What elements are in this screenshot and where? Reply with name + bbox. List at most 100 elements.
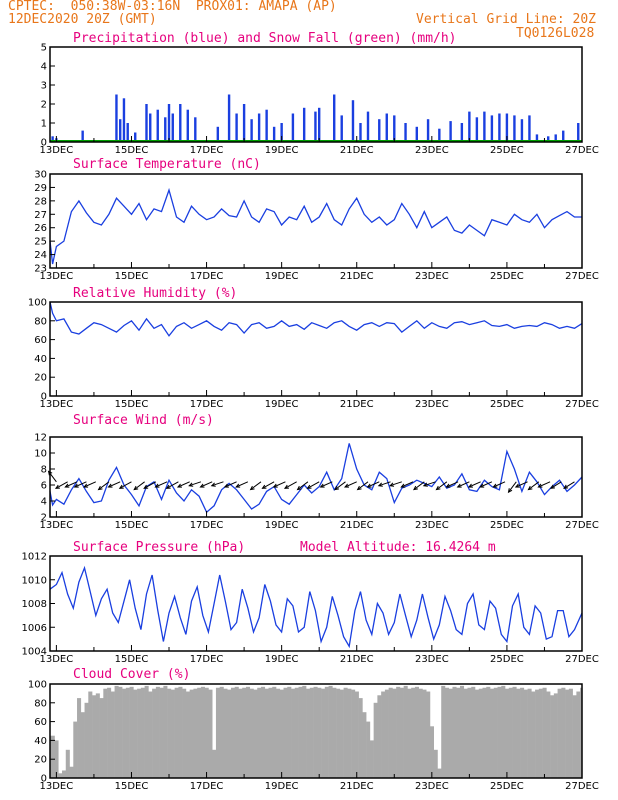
y-tick-label: 80 xyxy=(34,698,47,709)
cloud-bar xyxy=(92,695,97,778)
series-line xyxy=(49,565,583,649)
precip-bar xyxy=(119,119,122,142)
wind-arrow xyxy=(119,481,132,489)
precip-bar xyxy=(194,117,197,142)
panel-title: Surface Pressure (hPa) xyxy=(73,540,245,555)
cloud-bar xyxy=(245,686,251,778)
cloud-bar xyxy=(328,685,333,778)
wind-arrow xyxy=(423,481,436,487)
cloud-bar xyxy=(219,686,224,778)
x-tick-label: 25DEC xyxy=(490,520,524,531)
wind-arrow xyxy=(538,481,551,488)
precip-bar xyxy=(227,94,231,142)
panel-2 xyxy=(49,173,583,269)
y-tick-label: 0 xyxy=(41,774,47,785)
wind-arrow xyxy=(401,481,414,488)
wind-arrow-head xyxy=(154,483,160,488)
wind-arrow xyxy=(133,481,145,491)
cloud-bar xyxy=(197,687,202,778)
cloud-bar xyxy=(354,691,359,778)
precip-bar xyxy=(115,94,118,142)
wind-arrow xyxy=(334,481,346,491)
precip-bar xyxy=(505,113,509,142)
cloud-bar xyxy=(54,740,59,778)
cloud-bar xyxy=(422,689,427,778)
cloud-bar xyxy=(324,686,329,778)
cloud-bar xyxy=(493,687,498,778)
precip-bar xyxy=(554,134,557,142)
header-grid-line: Vertical Grid Line: 20Z xyxy=(416,12,597,27)
cloud-bar xyxy=(294,687,299,778)
wind-arrow-head xyxy=(188,482,194,487)
wind-arrow xyxy=(262,481,275,489)
y-tick-label: 20 xyxy=(34,373,47,384)
x-tick-label: 19DEC xyxy=(265,271,299,282)
wind-arrow xyxy=(528,481,540,491)
cloud-bar xyxy=(279,689,284,778)
y-tick-label: 1004 xyxy=(22,647,47,658)
y-tick-label: 1010 xyxy=(22,575,47,586)
wind-arrow xyxy=(108,481,121,488)
wind-arrow xyxy=(457,481,470,488)
cloud-bar xyxy=(260,686,266,778)
precip-bar xyxy=(186,109,189,142)
x-tick-label: 23DEC xyxy=(415,271,449,282)
cloud-bar xyxy=(140,687,145,778)
cloud-bar xyxy=(230,687,236,778)
wind-arrow xyxy=(493,481,506,488)
y-tick-label: 4 xyxy=(41,497,47,508)
panel-6 xyxy=(49,683,583,779)
cloud-bar xyxy=(287,686,292,778)
cloud-bar xyxy=(474,689,480,778)
wind-arrow xyxy=(155,481,168,488)
cloud-bar xyxy=(358,698,363,778)
wind-arrow-head xyxy=(306,484,312,489)
cloud-bar xyxy=(490,688,495,778)
cloud-bar xyxy=(396,686,401,778)
cloud-bar xyxy=(283,687,288,778)
cloud-bar xyxy=(50,735,55,778)
precip-bar xyxy=(438,128,441,142)
wind-arrow-head xyxy=(272,483,278,488)
cloud-bar xyxy=(339,689,344,778)
x-tick-label: 15DEC xyxy=(115,520,149,531)
cloud-bar xyxy=(163,685,168,778)
panel-title: Precipitation (blue) and Snow Fall (gree… xyxy=(73,31,457,46)
precip-bar xyxy=(449,121,452,142)
panel-title: Relative Humidity (%) xyxy=(73,286,237,301)
cloud-bar xyxy=(433,749,438,778)
wind-arrow xyxy=(320,481,333,488)
cloud-bar xyxy=(557,688,562,778)
cloud-bar xyxy=(369,740,374,778)
wind-arrow-head xyxy=(356,485,362,491)
cloud-bar xyxy=(88,691,93,778)
cloud-bar xyxy=(313,686,318,778)
wind-arrow xyxy=(55,481,68,489)
wind-arrow-head xyxy=(64,483,70,488)
precip-bar xyxy=(317,107,321,142)
precip-bar xyxy=(257,113,261,142)
x-tick-label: 17DEC xyxy=(190,271,224,282)
panel-4 xyxy=(47,436,583,518)
precip-bar xyxy=(272,126,276,142)
cloud-bar xyxy=(362,712,367,778)
cloud-bar xyxy=(182,688,187,778)
x-tick-label: 17DEC xyxy=(190,145,224,156)
wind-arrow xyxy=(389,481,402,487)
cloud-bar xyxy=(103,688,108,778)
wind-arrow-head xyxy=(422,482,428,487)
x-tick-label: 23DEC xyxy=(415,654,449,665)
cloud-bar xyxy=(414,686,419,778)
cloud-bar xyxy=(535,689,540,778)
x-tick-label: 21DEC xyxy=(340,654,374,665)
cloud-bar xyxy=(62,770,67,778)
wind-arrow-head xyxy=(199,483,205,488)
cloud-bar xyxy=(411,687,416,778)
wind-arrow-head xyxy=(143,484,149,489)
wind-arrow xyxy=(344,481,357,488)
x-tick-label: 17DEC xyxy=(190,654,224,665)
cloud-bar xyxy=(189,689,194,778)
wind-arrow xyxy=(235,481,249,488)
cloud-bar xyxy=(167,688,172,778)
series-line xyxy=(49,443,583,514)
